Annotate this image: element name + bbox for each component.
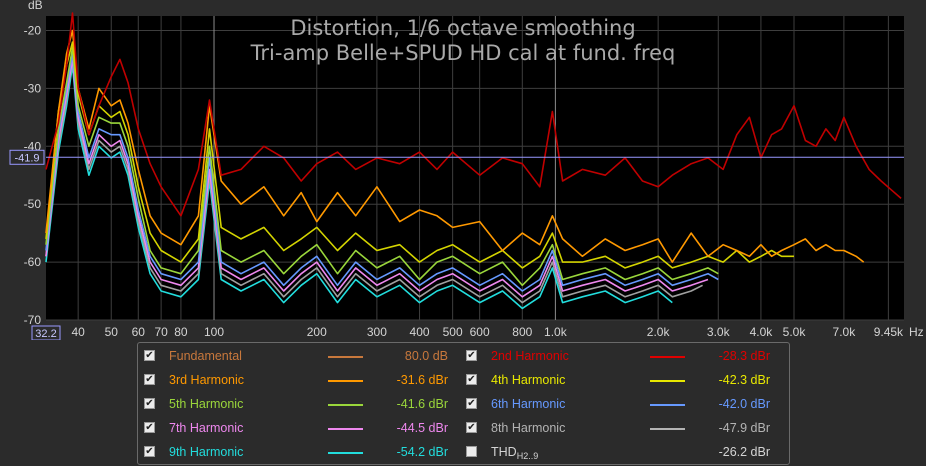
legend-line-swatch	[650, 404, 685, 406]
x-tick-labels: 40 50 60 70 80 100 200 300 400 500 600 800 1.0k 2.0k 3…	[71, 325, 904, 339]
legend-series-value: -42.0 dBr	[718, 397, 770, 411]
legend-panel: ✔ Fundamental 80.0 dB ✔ 2nd Harmonic -28.3 dB…	[137, 342, 790, 465]
legend-series-name: 5th Harmonic	[169, 397, 244, 411]
legend-series-value: -54.2 dBr	[396, 445, 448, 459]
cursor-y-readout[interactable]: -41.9	[9, 149, 45, 165]
legend-checkbox[interactable]: ✔	[466, 350, 477, 361]
distortion-chart: -20-30-40-50-60-70 40 50 60 70 80 100 200 300 40…	[9, 0, 924, 340]
y-axis-label: dB	[28, 0, 43, 12]
series-4th-harmonic	[45, 41, 794, 269]
x-tick-label: 200	[307, 325, 327, 339]
x-tick-label: 60	[132, 325, 146, 339]
legend-series-value: -28.3 dBr	[718, 349, 770, 363]
legend-series-name: 4th Harmonic	[491, 373, 566, 387]
cursor-y-readout-text: -41.9	[14, 152, 39, 164]
y-tick-label: -70	[24, 313, 42, 327]
legend-series-name: 7th Harmonic	[169, 421, 244, 435]
x-tick-label: 5.0k	[783, 325, 807, 339]
legend-item: ✔ 9th Harmonic -54.2 dBr	[144, 442, 454, 462]
legend-series-value: -44.5 dBr	[396, 421, 448, 435]
series-8th-harmonic	[45, 58, 703, 304]
x-tick-label: 9.45k	[874, 325, 904, 339]
chart-subtitle: Tri-amp Belle+SPUD HD cal at fund. freq	[250, 41, 676, 65]
legend-checkbox[interactable]: ✔	[144, 422, 155, 433]
y-tick-label: -60	[24, 255, 42, 269]
legend-series-value: -47.9 dBr	[718, 421, 770, 435]
legend-item: ✔ 2nd Harmonic -28.3 dBr	[466, 346, 776, 366]
legend-checkbox[interactable]: ✔	[466, 374, 477, 385]
x-tick-label: 4.0k	[750, 325, 774, 339]
x-tick-label: 400	[410, 325, 430, 339]
series-3rd-harmonic	[45, 29, 865, 263]
x-tick-label: 50	[105, 325, 119, 339]
legend-line-swatch	[328, 428, 363, 430]
legend-series-name: 2nd Harmonic	[491, 349, 569, 363]
legend-checkbox[interactable]: ✔	[466, 398, 477, 409]
legend-line-swatch	[650, 380, 685, 382]
series-5th-harmonic	[45, 46, 719, 287]
series-2nd-harmonic	[45, 12, 902, 217]
x-tick-label: 800	[512, 325, 532, 339]
x-tick-label: 7.0k	[833, 325, 857, 339]
legend-line-swatch	[328, 404, 363, 406]
y-tick-label: -30	[24, 81, 42, 95]
legend-series-value: -42.3 dBr	[718, 373, 770, 387]
series-7th-harmonic	[45, 58, 709, 298]
legend-series-value: -41.6 dBr	[396, 397, 448, 411]
x-tick-label: 100	[204, 325, 224, 339]
legend-checkbox[interactable]: ✔	[144, 398, 155, 409]
legend-item: ✔ 8th Harmonic -47.9 dBr	[466, 418, 776, 438]
x-start-readout[interactable]: 32.2	[31, 325, 61, 340]
legend-series-name: 8th Harmonic	[491, 421, 566, 435]
legend-checkbox[interactable]	[466, 446, 477, 457]
legend-line-swatch	[650, 428, 685, 430]
legend-series-value: -31.6 dBr	[396, 373, 448, 387]
legend-checkbox[interactable]: ✔	[144, 374, 155, 385]
series-6th-harmonic	[45, 52, 719, 292]
x-tick-label: 2.0k	[647, 325, 671, 339]
legend-item: ✔ Fundamental 80.0 dB	[144, 346, 454, 366]
x-tick-label: 500	[443, 325, 463, 339]
legend-series-value: 80.0 dB	[404, 349, 448, 363]
legend-series-value: -26.2 dBr	[718, 445, 770, 459]
legend-checkbox[interactable]: ✔	[466, 422, 477, 433]
x-start-readout-text: 32.2	[35, 328, 56, 340]
legend-item: ✔ 7th Harmonic -44.5 dBr	[144, 418, 454, 438]
cursor-y-readout-box	[9, 149, 45, 165]
legend-item: ✔ 3rd Harmonic -31.6 dBr	[144, 370, 454, 390]
series-9th-harmonic	[45, 64, 673, 310]
chart-title: Distortion, 1/6 octave smoothing	[290, 16, 635, 40]
legend-item: THDH2..9 -26.2 dBr	[466, 442, 776, 462]
x-start-readout-box	[31, 325, 61, 340]
x-tick-label: 1.0k	[544, 325, 568, 339]
y-tick-label: -40	[24, 139, 42, 153]
x-axis-label: Hz	[909, 325, 924, 339]
legend-checkbox[interactable]: ✔	[144, 446, 155, 457]
series-lines	[45, 12, 902, 310]
x-tick-label: 3.0k	[707, 325, 731, 339]
legend-series-name: 9th Harmonic	[169, 445, 244, 459]
x-tick-label: 80	[174, 325, 188, 339]
legend-item: ✔ 6th Harmonic -42.0 dBr	[466, 394, 776, 414]
x-tick-label: 40	[71, 325, 85, 339]
x-tick-label: 300	[367, 325, 387, 339]
legend-series-name: 6th Harmonic	[491, 397, 566, 411]
legend-line-swatch	[328, 356, 363, 358]
y-tick-labels: -20 -30 -40 -50 -60 -70	[24, 23, 42, 327]
y-tick-label: -20	[24, 23, 42, 37]
legend-checkbox[interactable]: ✔	[144, 350, 155, 361]
legend-series-name: Fundamental	[169, 349, 242, 363]
y-tick-label: -50	[24, 197, 42, 211]
legend-item: ✔ 4th Harmonic -42.3 dBr	[466, 370, 776, 390]
legend-item: ✔ 5th Harmonic -41.6 dBr	[144, 394, 454, 414]
x-tick-label: 70	[154, 325, 168, 339]
x-tick-label: 600	[470, 325, 490, 339]
legend-line-swatch	[328, 380, 363, 382]
legend-line-swatch	[328, 452, 363, 454]
legend-series-name: 3rd Harmonic	[169, 373, 245, 387]
legend-line-swatch	[650, 356, 685, 358]
legend-series-name: THDH2..9	[491, 445, 539, 461]
